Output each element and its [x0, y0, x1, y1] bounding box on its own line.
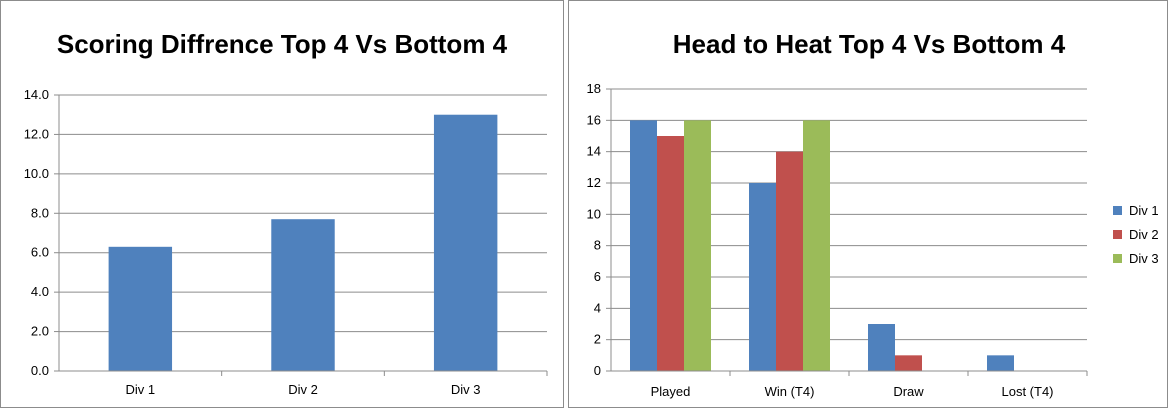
bar-div-3-win-t4 [803, 120, 830, 371]
x-tick-label: Played [651, 384, 691, 399]
x-tick-label: Div 3 [451, 382, 481, 397]
scoring-difference-chart-panel: Scoring Diffrence Top 4 Vs Bottom 4 0.0 2… [0, 0, 564, 408]
bar-div-2-win-t4 [776, 151, 803, 371]
y-tick-label: 8.0 [31, 205, 49, 220]
bar-div-1-lost-t4 [987, 355, 1014, 371]
scoring-difference-chart: Scoring Diffrence Top 4 Vs Bottom 4 0.0 2… [24, 29, 548, 397]
bar-div-1 [108, 246, 173, 371]
x-tick-label: Win (T4) [765, 384, 815, 399]
y-tick-label: 14.0 [24, 87, 49, 102]
y-tick-label: 6 [594, 269, 601, 284]
x-tick-label: Div 2 [288, 382, 318, 397]
bar-div-3 [433, 114, 498, 371]
y-tick-label: 10.0 [24, 166, 49, 181]
x-tick-label: Lost (T4) [1001, 384, 1053, 399]
y-tick-label: 2 [594, 332, 601, 347]
x-tick-label: Draw [893, 384, 924, 399]
bar-div-1-draw [868, 324, 895, 371]
bar-div-3-played [684, 120, 711, 371]
head-to-head-chart-panel: Head to Heat Top 4 Vs Bottom 4 0 2 4 6 8 10 12… [568, 0, 1168, 408]
y-tick-label: 0.0 [31, 363, 49, 378]
y-tick-label: 12.0 [24, 126, 49, 141]
y-tick-label: 2.0 [31, 324, 49, 339]
x-tick-label: Div 1 [126, 382, 156, 397]
y-tick-label: 8 [594, 238, 601, 253]
bar-div-2-played [657, 136, 684, 371]
bar-div-2-draw [895, 355, 922, 371]
y-tick-label: 4.0 [31, 284, 49, 299]
y-tick-label: 12 [587, 175, 601, 190]
y-tick-label: 0 [594, 363, 601, 378]
legend-swatch [1113, 230, 1122, 239]
y-tick-label: 10 [587, 206, 601, 221]
bar-div-2 [271, 219, 335, 371]
bar-div-1-played [630, 120, 657, 371]
y-tick-label: 6.0 [31, 245, 49, 260]
chart-title: Head to Heat Top 4 Vs Bottom 4 [673, 29, 1066, 59]
y-tick-label: 4 [594, 300, 601, 315]
legend-swatch [1113, 206, 1122, 215]
bar-div-1-win-t4 [749, 183, 776, 371]
legend-label: Div 3 [1129, 251, 1159, 266]
y-tick-label: 16 [587, 112, 601, 127]
legend-label: Div 1 [1129, 203, 1159, 218]
chart-title: Scoring Diffrence Top 4 Vs Bottom 4 [57, 29, 508, 59]
head-to-head-chart: Head to Heat Top 4 Vs Bottom 4 0 2 4 6 8 10 12… [587, 29, 1159, 399]
legend-label: Div 2 [1129, 227, 1159, 242]
chart-legend: Div 1 Div 2 Div 3 [1113, 203, 1159, 266]
y-tick-label: 14 [587, 144, 601, 159]
y-tick-label: 18 [587, 81, 601, 96]
legend-swatch [1113, 254, 1122, 263]
